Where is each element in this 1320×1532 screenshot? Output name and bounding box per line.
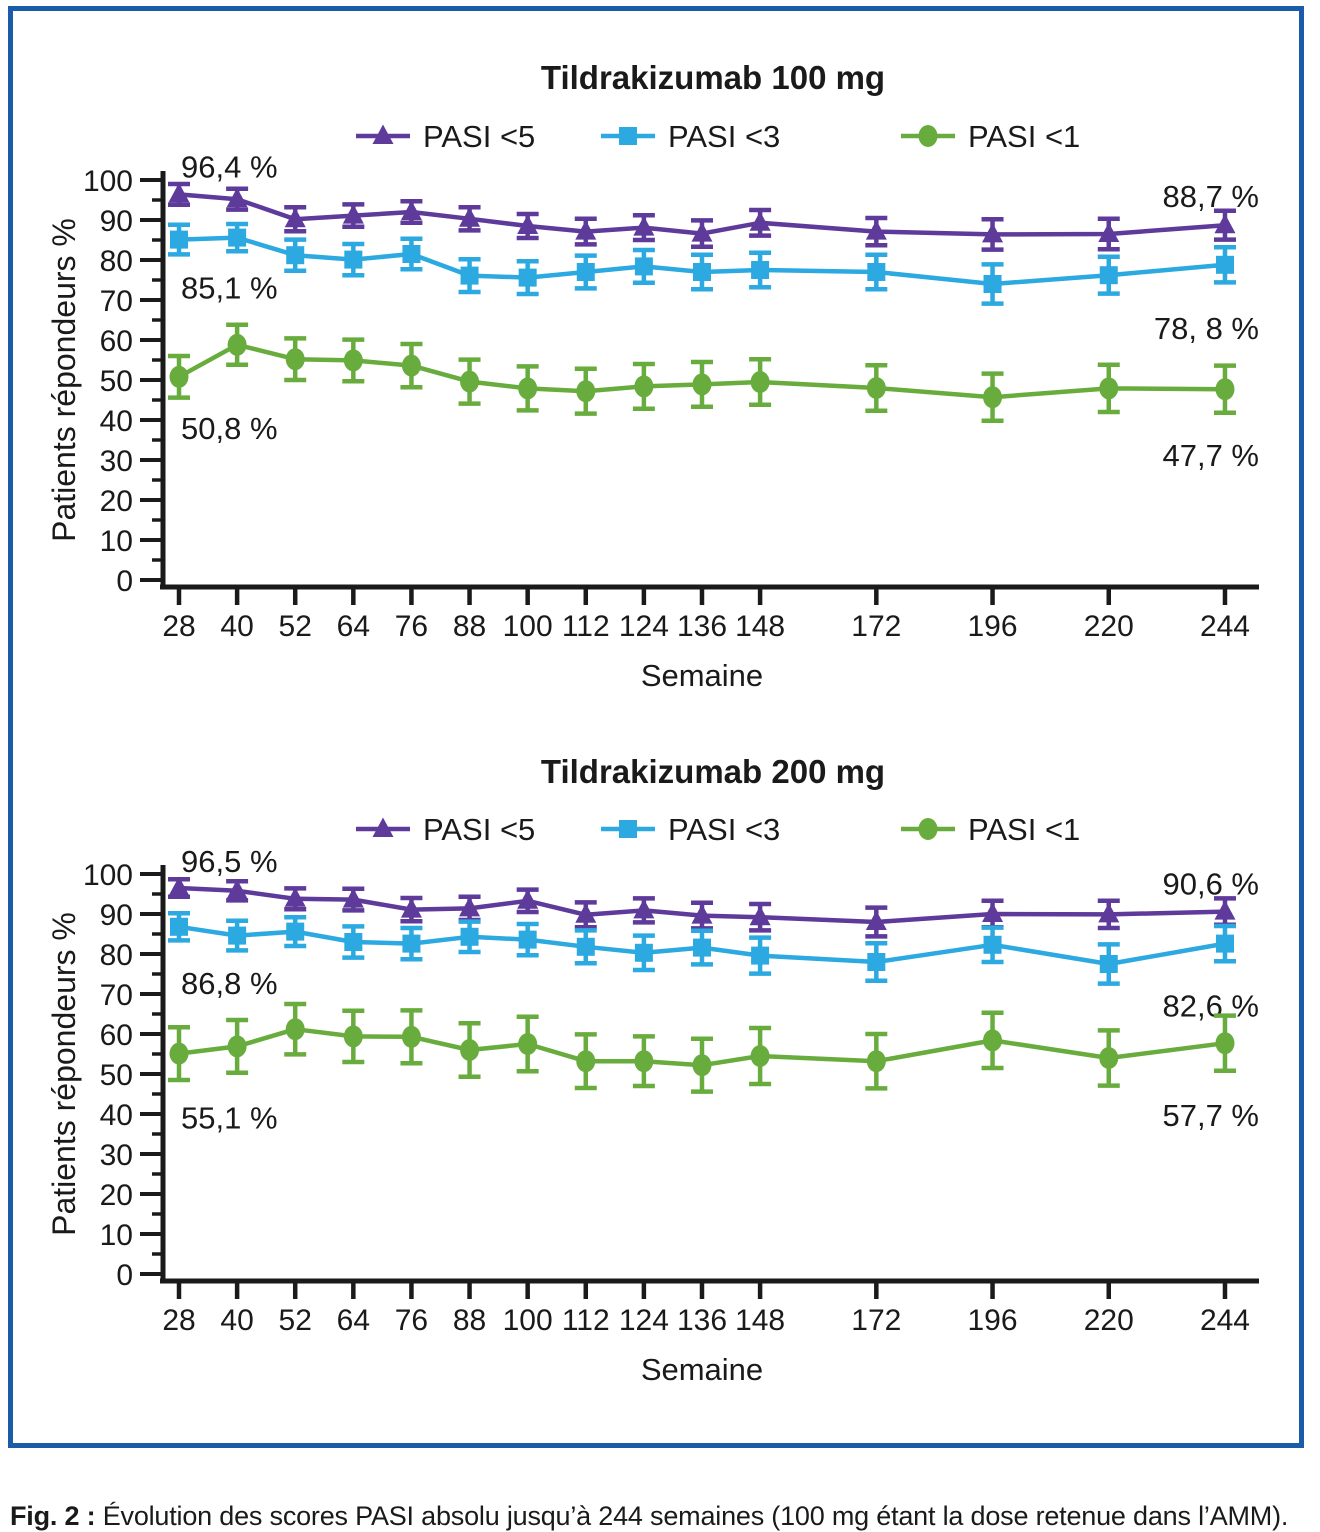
x-tick-label: 172	[851, 1304, 901, 1337]
annotation-start: 85,1 %	[181, 271, 278, 306]
y-tick-label: 90	[100, 899, 133, 932]
y-tick-label: 20	[100, 1179, 133, 1212]
x-tick-label: 220	[1084, 610, 1134, 643]
legend-label: PASI <5	[423, 812, 535, 847]
series-pasi-1: 55,1 % 57,7 %	[168, 1001, 1259, 1136]
x-tick-label: 136	[677, 1304, 727, 1337]
legend-label: PASI <1	[968, 812, 1080, 847]
x-tick-label: 76	[395, 610, 428, 643]
x-tick-label: 112	[562, 610, 610, 643]
x-tick-label: 136	[677, 610, 727, 643]
x-tick-label: 220	[1084, 1304, 1134, 1337]
y-tick-label: 80	[100, 939, 133, 972]
axes: Patients répondeurs % 0 10 20 30 40 50 60 70 80 90…	[46, 859, 1259, 1387]
x-tick-label: 124	[619, 1304, 669, 1337]
legend-label: PASI <3	[668, 812, 780, 847]
annotation-end: 78, 8 %	[1154, 311, 1259, 346]
chart-title: Tildrakizumab 200 mg	[541, 753, 885, 790]
y-tick-label: 40	[100, 405, 133, 438]
series-pasi-3: 86,8 % 82,6 %	[168, 910, 1259, 1024]
legend-item-0: PASI <5	[356, 119, 535, 154]
x-tick-label: 28	[162, 610, 195, 643]
x-axis-label: Semaine	[641, 1352, 763, 1387]
x-tick-label: 172	[851, 610, 901, 643]
x-tick-label: 88	[453, 610, 486, 643]
x-tick-label: 148	[735, 1304, 785, 1337]
x-tick-label: 88	[453, 1304, 486, 1337]
caption-text: Évolution des scores PASI absolu jusqu’à…	[95, 1501, 1289, 1531]
annotation-end: 82,6 %	[1162, 989, 1259, 1024]
x-tick-label: 244	[1200, 1304, 1250, 1337]
x-tick-label: 76	[395, 1304, 428, 1337]
annotation-start: 96,4 %	[181, 149, 278, 184]
y-tick-label: 70	[100, 979, 133, 1012]
legend-label: PASI <5	[423, 119, 535, 154]
y-tick-label: 30	[100, 1139, 133, 1172]
chart-title: Tildrakizumab 100 mg	[541, 59, 885, 96]
x-tick-label: 112	[562, 1304, 610, 1337]
y-tick-label: 50	[100, 365, 133, 398]
y-tick-label: 60	[100, 1019, 133, 1052]
x-tick-label: 64	[337, 610, 370, 643]
caption-label: Fig. 2 :	[10, 1501, 96, 1531]
annotation-start: 55,1 %	[181, 1101, 278, 1136]
y-tick-label: 100	[83, 859, 133, 892]
x-tick-label: 28	[162, 1304, 195, 1337]
figure-frame: Tildrakizumab 100 mg PASI <5 PASI <3 PASI <…	[8, 6, 1304, 1448]
y-tick-label: 90	[100, 205, 133, 238]
annotation-end: 88,7 %	[1162, 179, 1259, 214]
y-tick-label: 0	[116, 1259, 133, 1292]
annotation-end: 90,6 %	[1162, 867, 1259, 902]
annotation-end: 57,7 %	[1162, 1098, 1259, 1133]
x-tick-label: 40	[220, 610, 253, 643]
y-tick-label: 80	[100, 245, 133, 278]
series-pasi-3: 85,1 % 78, 8 %	[168, 221, 1259, 346]
annotation-start: 96,5 %	[181, 844, 278, 879]
y-axis-label: Patients répondeurs %	[46, 912, 82, 1236]
figure-caption: Fig. 2 : Évolution des scores PASI absol…	[10, 1501, 1310, 1532]
y-tick-label: 10	[100, 525, 133, 558]
legend: PASI <5 PASI <3 PASI <1	[356, 119, 1080, 154]
axes: Patients répondeurs % 0 10 20 30 40 50 60 70 80 90…	[46, 165, 1259, 693]
y-tick-label: 60	[100, 325, 133, 358]
x-tick-label: 52	[279, 1304, 312, 1337]
series-pasi-1: 50,8 % 47,7 %	[168, 322, 1259, 473]
y-tick-label: 40	[100, 1099, 133, 1132]
y-tick-label: 70	[100, 285, 133, 318]
y-tick-label: 10	[100, 1219, 133, 1252]
y-axis-label: Patients répondeurs %	[46, 218, 82, 542]
x-tick-label: 148	[735, 610, 785, 643]
x-tick-label: 244	[1200, 610, 1250, 643]
legend-item-1: PASI <3	[601, 119, 780, 154]
legend-item-2: PASI <1	[901, 119, 1080, 154]
series-pasi-5: 96,5 % 90,6 %	[168, 844, 1259, 939]
legend-label: PASI <1	[968, 119, 1080, 154]
x-tick-label: 64	[337, 1304, 370, 1337]
y-tick-label: 100	[83, 165, 133, 198]
x-tick-label: 196	[968, 1304, 1018, 1337]
legend-item-0: PASI <5	[356, 812, 535, 847]
x-tick-label: 100	[503, 1304, 553, 1337]
y-tick-label: 0	[116, 565, 133, 598]
y-tick-label: 20	[100, 485, 133, 518]
x-tick-label: 52	[279, 610, 312, 643]
x-tick-label: 40	[220, 1304, 253, 1337]
series-pasi-5: 96,4 % 88,7 %	[168, 149, 1259, 252]
legend-label: PASI <3	[668, 119, 780, 154]
legend: PASI <5 PASI <3 PASI <1	[356, 812, 1080, 847]
x-tick-label: 124	[619, 610, 669, 643]
annotation-start: 50,8 %	[181, 411, 278, 446]
annotation-start: 86,8 %	[181, 966, 278, 1001]
x-tick-label: 196	[968, 610, 1018, 643]
x-tick-label: 100	[503, 610, 553, 643]
legend-item-2: PASI <1	[901, 812, 1080, 847]
y-tick-label: 50	[100, 1059, 133, 1092]
y-tick-label: 30	[100, 445, 133, 478]
annotation-end: 47,7 %	[1162, 438, 1259, 473]
x-axis-label: Semaine	[641, 658, 763, 693]
legend-item-1: PASI <3	[601, 812, 780, 847]
